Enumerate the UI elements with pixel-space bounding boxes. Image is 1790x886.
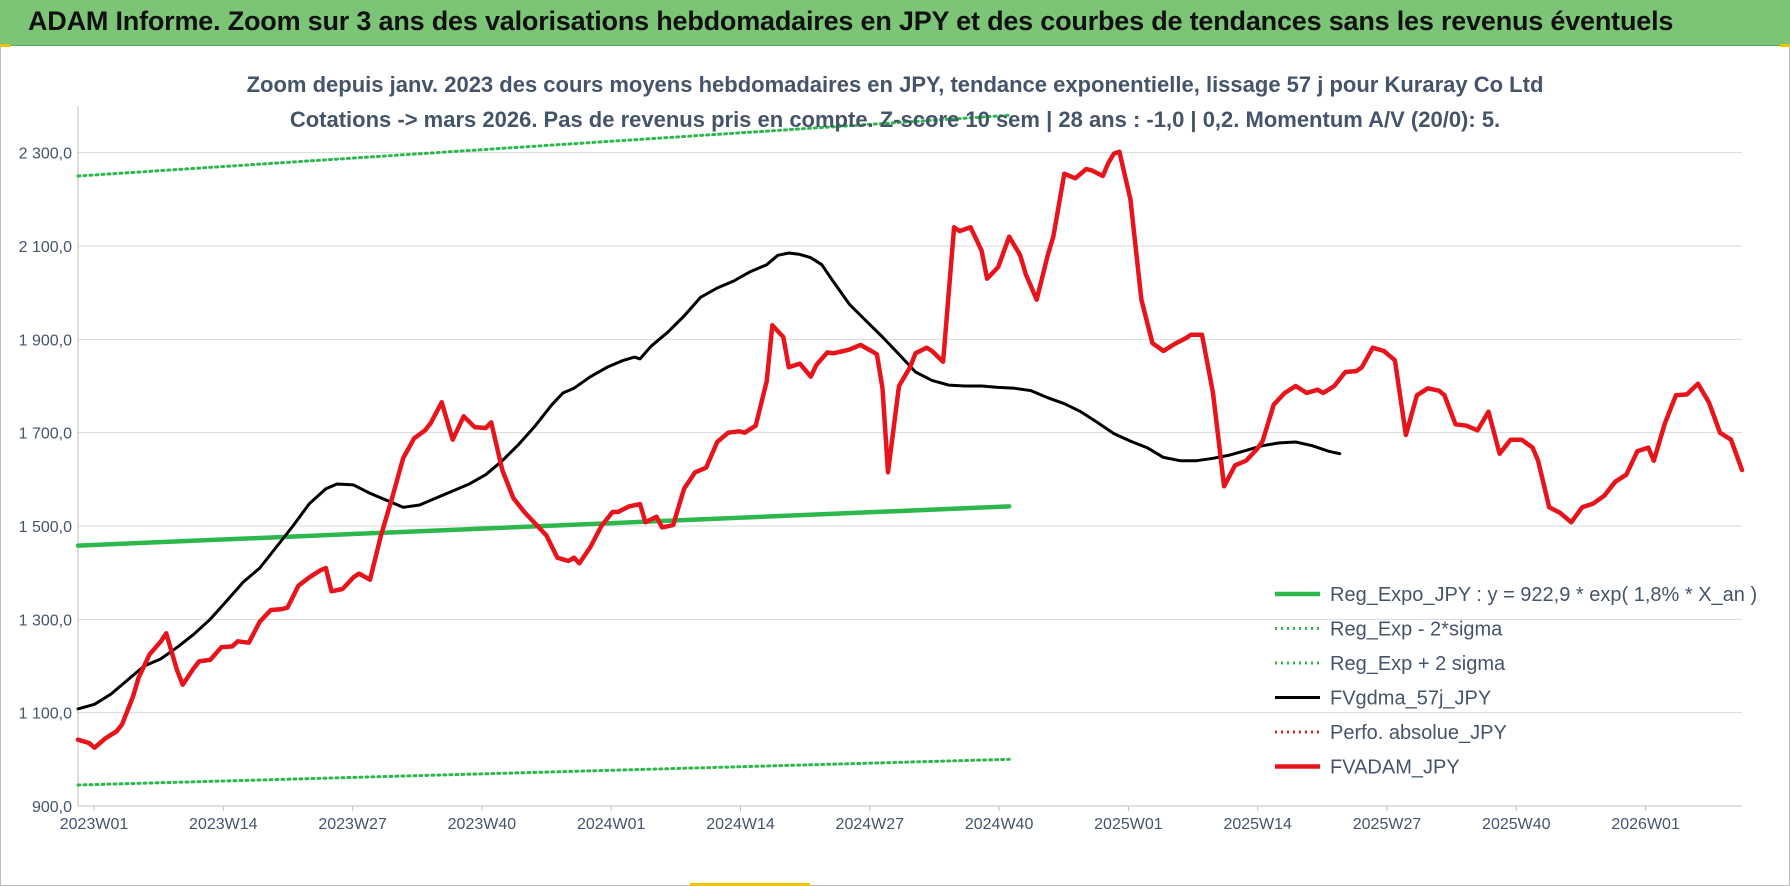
- y-tick-label: 2 100,0: [19, 239, 72, 256]
- x-tick-label: 2024W14: [706, 816, 775, 833]
- series-line-3: [76, 251, 1342, 711]
- chart-title: Zoom depuis janv. 2023 des cours moyens …: [246, 72, 1544, 97]
- x-tick-label: 2024W40: [965, 816, 1034, 833]
- y-tick-label: 900,0: [32, 799, 72, 816]
- banner: ADAM Informe. Zoom sur 3 ans des valoris…: [0, 0, 1790, 46]
- legend-label-2: Reg_Exp + 2 sigma: [1330, 653, 1506, 675]
- x-tick-label: 2024W01: [577, 816, 646, 833]
- x-tick-label: 2025W14: [1223, 816, 1292, 833]
- y-tick-label: 1 500,0: [19, 519, 72, 536]
- y-tick-label: 1 700,0: [19, 426, 72, 443]
- series-line-2: [76, 113, 1011, 178]
- x-tick-label: 2023W01: [60, 816, 129, 833]
- series-line-5: [75, 149, 1745, 750]
- legend-label-1: Reg_Exp - 2*sigma: [1330, 619, 1503, 641]
- x-tick-label: 2024W27: [836, 816, 905, 833]
- x-tick-label: 2023W27: [318, 816, 387, 833]
- y-tick-label: 2 300,0: [19, 146, 72, 163]
- x-tick-label: 2025W27: [1353, 816, 1422, 833]
- x-tick-label: 2023W40: [448, 816, 517, 833]
- x-tick-label: 2026W01: [1611, 816, 1680, 833]
- accent-mark-left: [0, 44, 10, 47]
- series-line-1: [76, 757, 1011, 787]
- chart-subtitle: Cotations -> mars 2026. Pas de revenus p…: [289, 107, 1501, 132]
- accent-mark-right: [1780, 44, 1790, 47]
- gridlines: [78, 152, 1742, 714]
- legend-label-3: FVgdma_57j_JPY: [1330, 688, 1491, 710]
- x-tick-label: 2025W40: [1482, 816, 1551, 833]
- legend-label-4: Perfo. absolue_JPY: [1330, 722, 1507, 744]
- banner-title: ADAM Informe. Zoom sur 3 ans des valoris…: [28, 6, 1674, 36]
- y-tick-label: 1 100,0: [19, 706, 72, 723]
- x-tick-label: 2023W14: [189, 816, 258, 833]
- legend-label-5: FVADAM_JPY: [1330, 757, 1460, 779]
- series-layer: [75, 113, 1745, 787]
- y-tick-label: 1 300,0: [19, 612, 72, 629]
- x-tick-label: 2025W01: [1094, 816, 1163, 833]
- legend-label-0: Reg_Expo_JPY : y = 922,9 * exp( 1,8% * X…: [1330, 584, 1757, 606]
- y-tick-label: 1 900,0: [19, 332, 72, 349]
- legend: Reg_Expo_JPY : y = 922,9 * exp( 1,8% * X…: [1275, 584, 1757, 779]
- axes: 900,0 1 100,0 1 300,0 1 500,0 1 700,0 1 900,0…: [19, 106, 1742, 833]
- series-line-0: [75, 504, 1012, 548]
- accent-mark-bottom: [690, 883, 810, 886]
